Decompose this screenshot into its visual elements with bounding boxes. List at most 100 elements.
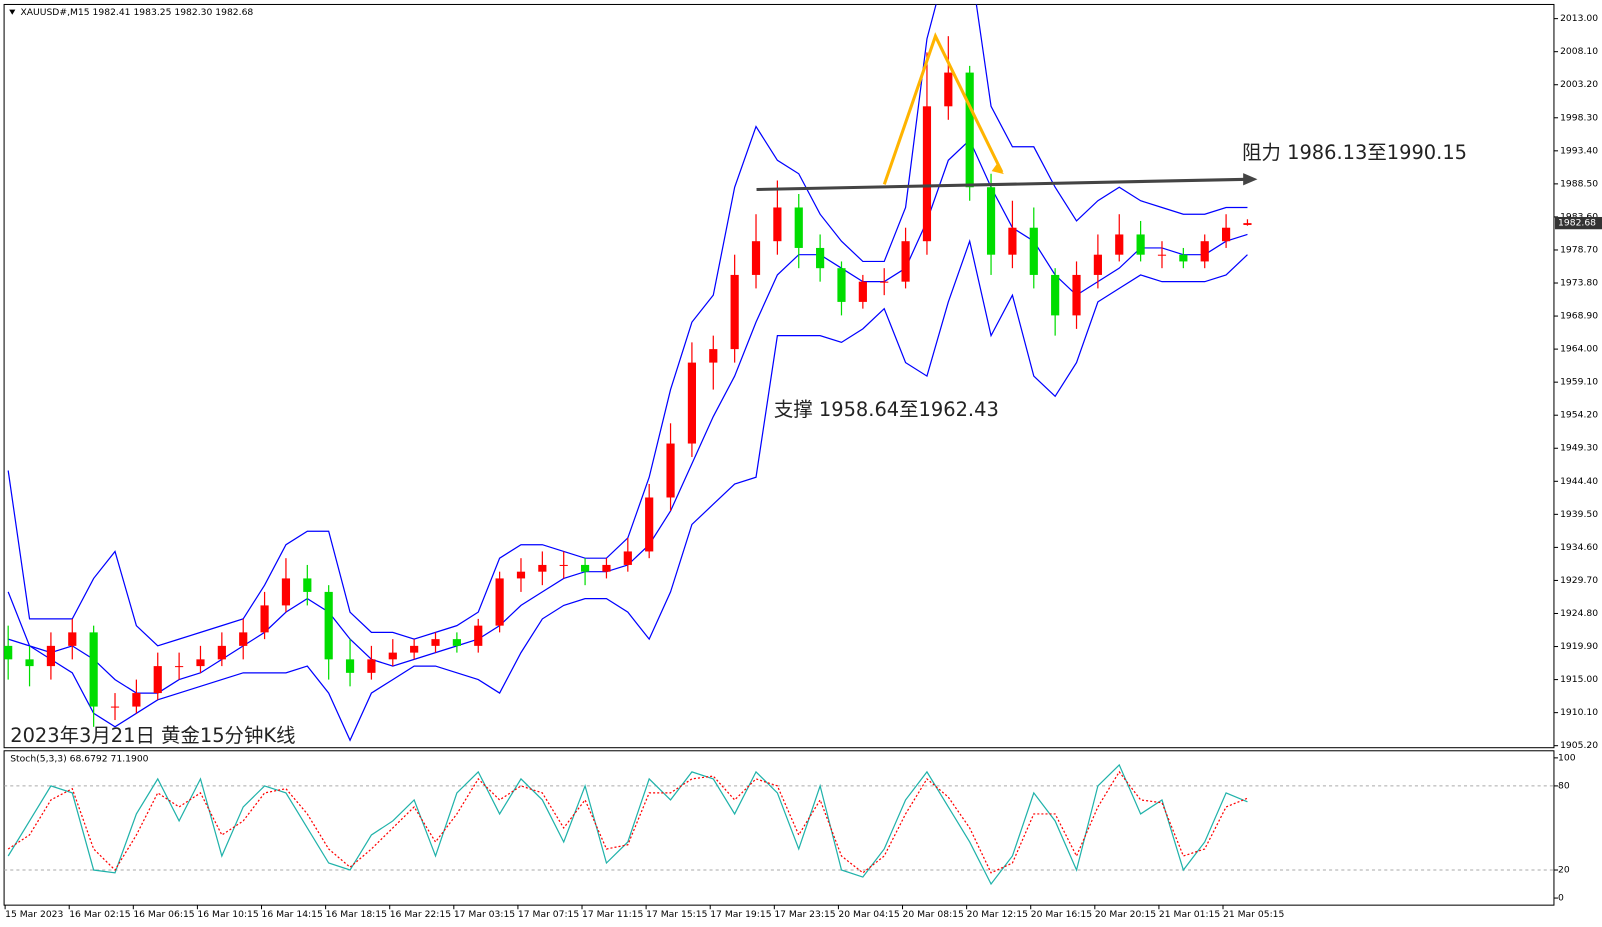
candle-body: [559, 564, 568, 566]
candle-body: [217, 645, 226, 660]
y-tick-label: 1939.50: [1560, 509, 1598, 520]
stoch-line: [7, 763, 1248, 886]
candle-body: [516, 571, 526, 579]
candle-body: [452, 639, 461, 646]
x-tick-label: 17 Mar 15:15: [646, 909, 707, 920]
x-tick-label: 20 Mar 20:15: [1095, 909, 1156, 920]
x-tick-label: 17 Mar 07:15: [518, 909, 579, 920]
candle-body: [345, 659, 355, 673]
candle-body: [837, 268, 846, 302]
x-tick-label: 21 Mar 05:15: [1223, 909, 1284, 920]
candle-body: [431, 639, 440, 646]
candle-body: [965, 72, 974, 188]
plot-layer: 2013.00 2008.10 2003.20 1998.30 1993.40 1988.…: [4, 4, 1602, 920]
y-tick-label: 1910.10: [1560, 707, 1598, 718]
candle-body: [367, 659, 376, 673]
x-tick-label: 20 Mar 04:15: [838, 909, 899, 920]
candle-body: [730, 274, 739, 350]
candle-body: [944, 72, 953, 107]
candle-body: [89, 632, 98, 707]
y-tick-label: 1954.20: [1560, 410, 1598, 421]
x-tick-label: 16 Mar 02:15: [69, 909, 130, 920]
candle-body: [196, 659, 205, 667]
candle-body: [1093, 254, 1102, 275]
candle-body: [1200, 241, 1209, 262]
candle-body: [986, 187, 996, 255]
candle-body: [922, 106, 932, 242]
candle-body: [645, 497, 654, 552]
y-tick-label: 1968.90: [1560, 311, 1598, 322]
last-price-box: [1554, 216, 1602, 230]
y-tick-label: 1915.00: [1560, 674, 1598, 685]
candle-body: [1029, 227, 1038, 275]
candle-body: [687, 362, 697, 444]
candle-body: [281, 578, 291, 606]
y-tick-label: 1944.40: [1560, 476, 1598, 487]
candle-body: [410, 645, 419, 653]
resistance-arrowhead: [1243, 173, 1258, 186]
candle-body: [666, 443, 675, 498]
candle-body: [175, 666, 184, 668]
pattern-arrowhead: [991, 163, 1004, 175]
last-price-label: 1982.68: [1558, 218, 1596, 229]
x-tick-label: 17 Mar 23:15: [774, 909, 835, 920]
x-tick-label: 16 Mar 06:15: [133, 909, 194, 920]
x-tick-label: 15 Mar 2023: [5, 909, 63, 920]
candle-body: [880, 281, 889, 283]
y-tick-label: 1993.40: [1560, 145, 1598, 156]
y-tick-label: 1929.70: [1560, 575, 1598, 586]
candle-body: [751, 241, 761, 275]
candle-body: [580, 564, 590, 572]
x-tick-label: 21 Mar 01:15: [1159, 909, 1220, 920]
stoch-title: Stoch(5,3,3) 68.6792 71.1900: [10, 753, 148, 764]
stoch-panel: [3, 750, 1555, 906]
candle-body: [773, 207, 782, 242]
y-tick-label: 1978.70: [1560, 244, 1598, 255]
candle-body: [324, 591, 333, 660]
candle-body: [1243, 223, 1252, 225]
support-annotation: 支撑 1958.64至1962.43: [774, 398, 999, 421]
candle-body: [794, 207, 803, 248]
x-tick-label: 17 Mar 19:15: [710, 909, 771, 920]
candle-body: [25, 659, 34, 667]
y-tick-label: 1964.00: [1560, 344, 1598, 355]
pattern-lines: [882, 32, 1004, 185]
y-tick-label: 1949.30: [1560, 443, 1598, 454]
candle-body: [388, 652, 397, 660]
candle-body: [46, 645, 56, 667]
y-tick-label: 20: [1558, 865, 1570, 876]
candle-body: [538, 564, 547, 572]
candle-body: [1072, 274, 1081, 316]
candle-body: [1221, 227, 1231, 242]
candle-body: [901, 241, 910, 282]
x-tick-label: 16 Mar 22:15: [390, 909, 451, 920]
chart-title: XAUUSD#,M15 1982.41 1983.25 1982.30 1982…: [20, 7, 253, 18]
x-tick-label: 16 Mar 18:15: [326, 909, 387, 920]
candle-body: [816, 247, 825, 269]
candle-body: [495, 578, 504, 626]
menu-triangle: [9, 9, 16, 15]
candle-body: [1051, 274, 1060, 316]
candle-body: [602, 564, 611, 572]
candle-body: [4, 645, 13, 660]
y-tick-label: 1905.20: [1560, 740, 1598, 751]
x-tick-label: 16 Mar 10:15: [197, 909, 258, 920]
candle-body: [474, 625, 483, 646]
y-tick-label: 1973.80: [1560, 278, 1598, 289]
candle-body: [239, 632, 248, 646]
y-tick-label: 80: [1558, 780, 1570, 791]
candle-body: [1179, 254, 1188, 262]
x-tick-label: 17 Mar 11:15: [582, 909, 643, 920]
stoch-line: [7, 770, 1248, 874]
candle-body: [260, 605, 269, 633]
bollinger-upper: [7, 4, 1248, 647]
x-tick-label: 20 Mar 08:15: [903, 909, 964, 920]
y-tick-label: 2003.20: [1560, 79, 1598, 90]
candle-body: [303, 578, 312, 592]
candle-body: [623, 551, 632, 565]
y-tick-label: 1924.80: [1560, 608, 1598, 619]
resistance-line: [756, 177, 1248, 192]
candle-body: [110, 706, 120, 708]
